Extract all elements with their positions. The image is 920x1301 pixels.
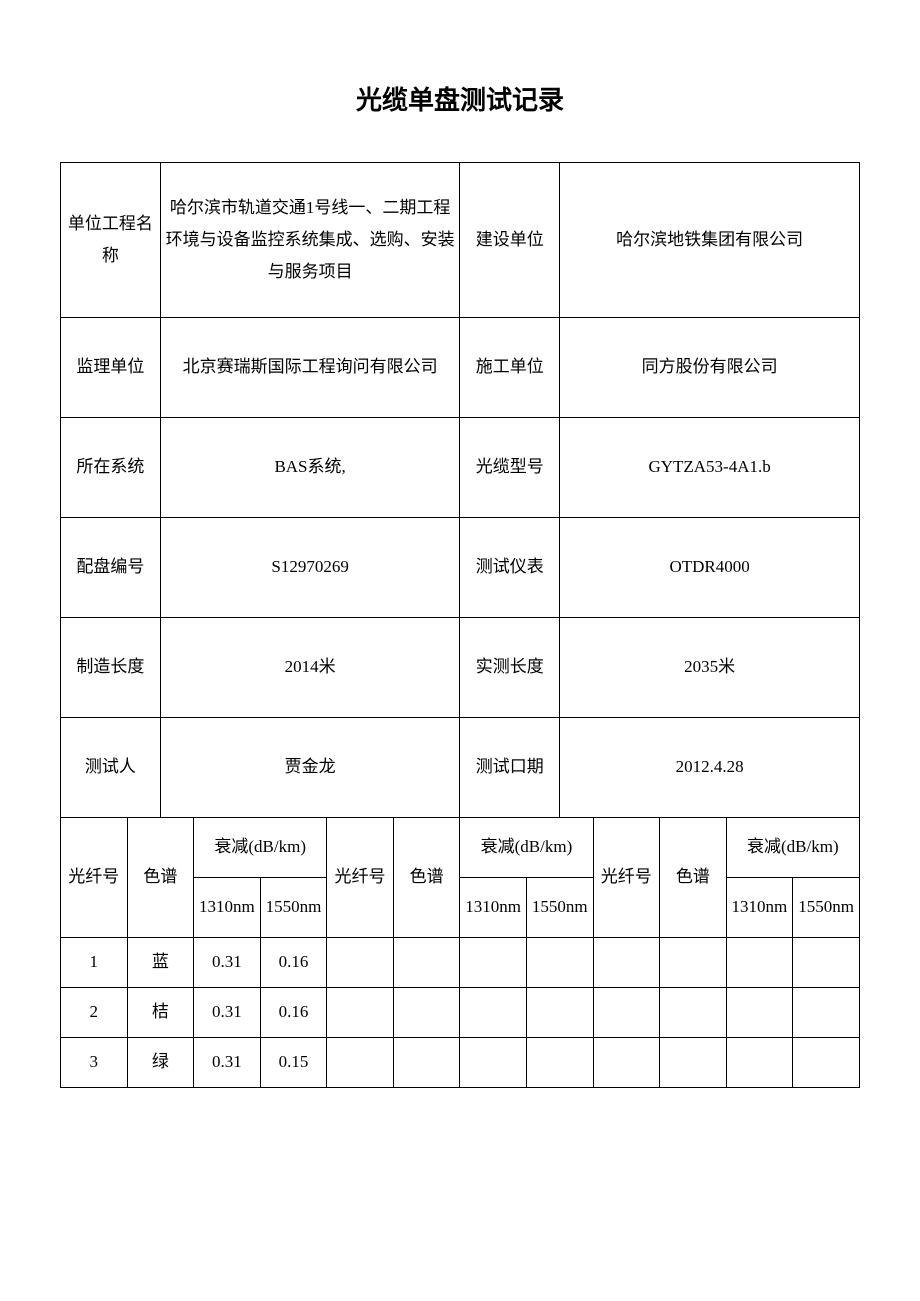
col-1550-1: 1550nm xyxy=(260,878,327,938)
cell-1310: 0.31 xyxy=(194,988,261,1038)
cell-empty xyxy=(460,938,527,988)
cell-1550: 0.15 xyxy=(260,1038,327,1088)
value-construction-unit: 哈尔滨地铁集团有限公司 xyxy=(560,163,860,318)
cell-empty xyxy=(793,1038,860,1088)
label-supervision-unit: 监理单位 xyxy=(61,318,161,418)
value-test-date: 2012.4.28 xyxy=(560,718,860,818)
cell-empty xyxy=(593,1038,660,1088)
cell-empty xyxy=(460,1038,527,1088)
cell-empty xyxy=(393,988,460,1038)
label-measured-length: 实测长度 xyxy=(460,618,560,718)
col-1310-3: 1310nm xyxy=(726,878,793,938)
page-title: 光缆单盘测试记录 xyxy=(60,80,860,117)
cell-1310: 0.31 xyxy=(194,1038,261,1088)
value-test-instrument: OTDR4000 xyxy=(560,518,860,618)
cell-empty xyxy=(726,988,793,1038)
cell-empty xyxy=(460,988,527,1038)
cell-empty xyxy=(593,938,660,988)
col-1310-1: 1310nm xyxy=(194,878,261,938)
cell-fiber-no: 1 xyxy=(61,938,128,988)
label-test-instrument: 测试仪表 xyxy=(460,518,560,618)
cell-color: 桔 xyxy=(127,988,194,1038)
cell-fiber-no: 3 xyxy=(61,1038,128,1088)
cell-empty xyxy=(526,1038,593,1088)
cell-1310: 0.31 xyxy=(194,938,261,988)
cell-empty xyxy=(526,938,593,988)
value-reel-number: S12970269 xyxy=(160,518,460,618)
col-color-3: 色谱 xyxy=(660,818,727,938)
value-system: BAS系统, xyxy=(160,418,460,518)
cell-empty xyxy=(660,938,727,988)
value-measured-length: 2035米 xyxy=(560,618,860,718)
cell-empty xyxy=(393,938,460,988)
cell-empty xyxy=(793,988,860,1038)
label-system: 所在系统 xyxy=(61,418,161,518)
label-tester: 测试人 xyxy=(61,718,161,818)
label-test-date: 测试口期 xyxy=(460,718,560,818)
cell-empty xyxy=(327,938,394,988)
cell-color: 蓝 xyxy=(127,938,194,988)
value-mfg-length: 2014米 xyxy=(160,618,460,718)
col-color-1: 色谱 xyxy=(127,818,194,938)
label-construction-unit: 建设单位 xyxy=(460,163,560,318)
cell-1550: 0.16 xyxy=(260,938,327,988)
table-row: 2 桔 0.31 0.16 xyxy=(61,988,860,1038)
table-row: 1 蓝 0.31 0.16 xyxy=(61,938,860,988)
col-fiber-no-1: 光纤号 xyxy=(61,818,128,938)
cell-empty xyxy=(393,1038,460,1088)
cell-empty xyxy=(327,1038,394,1088)
col-attenuation-1: 衰减(dB/km) xyxy=(194,818,327,878)
col-1550-2: 1550nm xyxy=(526,878,593,938)
col-1550-3: 1550nm xyxy=(793,878,860,938)
col-attenuation-2: 衰减(dB/km) xyxy=(460,818,593,878)
cell-fiber-no: 2 xyxy=(61,988,128,1038)
label-project-name: 单位工程名称 xyxy=(61,163,161,318)
cell-empty xyxy=(660,1038,727,1088)
cell-empty xyxy=(526,988,593,1038)
cell-1550: 0.16 xyxy=(260,988,327,1038)
col-fiber-no-3: 光纤号 xyxy=(593,818,660,938)
table-row: 3 绿 0.31 0.15 xyxy=(61,1038,860,1088)
cell-empty xyxy=(726,1038,793,1088)
test-record-table: 单位工程名称 哈尔滨市轨道交通1号线一、二期工程环境与设备监控系统集成、选购、安… xyxy=(60,162,860,1088)
label-mfg-length: 制造长度 xyxy=(61,618,161,718)
label-contractor: 施工单位 xyxy=(460,318,560,418)
value-tester: 贾金龙 xyxy=(160,718,460,818)
cell-empty xyxy=(793,938,860,988)
label-reel-number: 配盘编号 xyxy=(61,518,161,618)
value-contractor: 同方股份有限公司 xyxy=(560,318,860,418)
cell-empty xyxy=(726,938,793,988)
col-color-2: 色谱 xyxy=(393,818,460,938)
cell-empty xyxy=(327,988,394,1038)
value-cable-model: GYTZA53-4A1.b xyxy=(560,418,860,518)
value-project-name: 哈尔滨市轨道交通1号线一、二期工程环境与设备监控系统集成、选购、安装与服务项目 xyxy=(160,163,460,318)
cell-color: 绿 xyxy=(127,1038,194,1088)
cell-empty xyxy=(593,988,660,1038)
col-fiber-no-2: 光纤号 xyxy=(327,818,394,938)
col-attenuation-3: 衰减(dB/km) xyxy=(726,818,859,878)
col-1310-2: 1310nm xyxy=(460,878,527,938)
label-cable-model: 光缆型号 xyxy=(460,418,560,518)
value-supervision-unit: 北京赛瑞斯国际工程询问有限公司 xyxy=(160,318,460,418)
cell-empty xyxy=(660,988,727,1038)
